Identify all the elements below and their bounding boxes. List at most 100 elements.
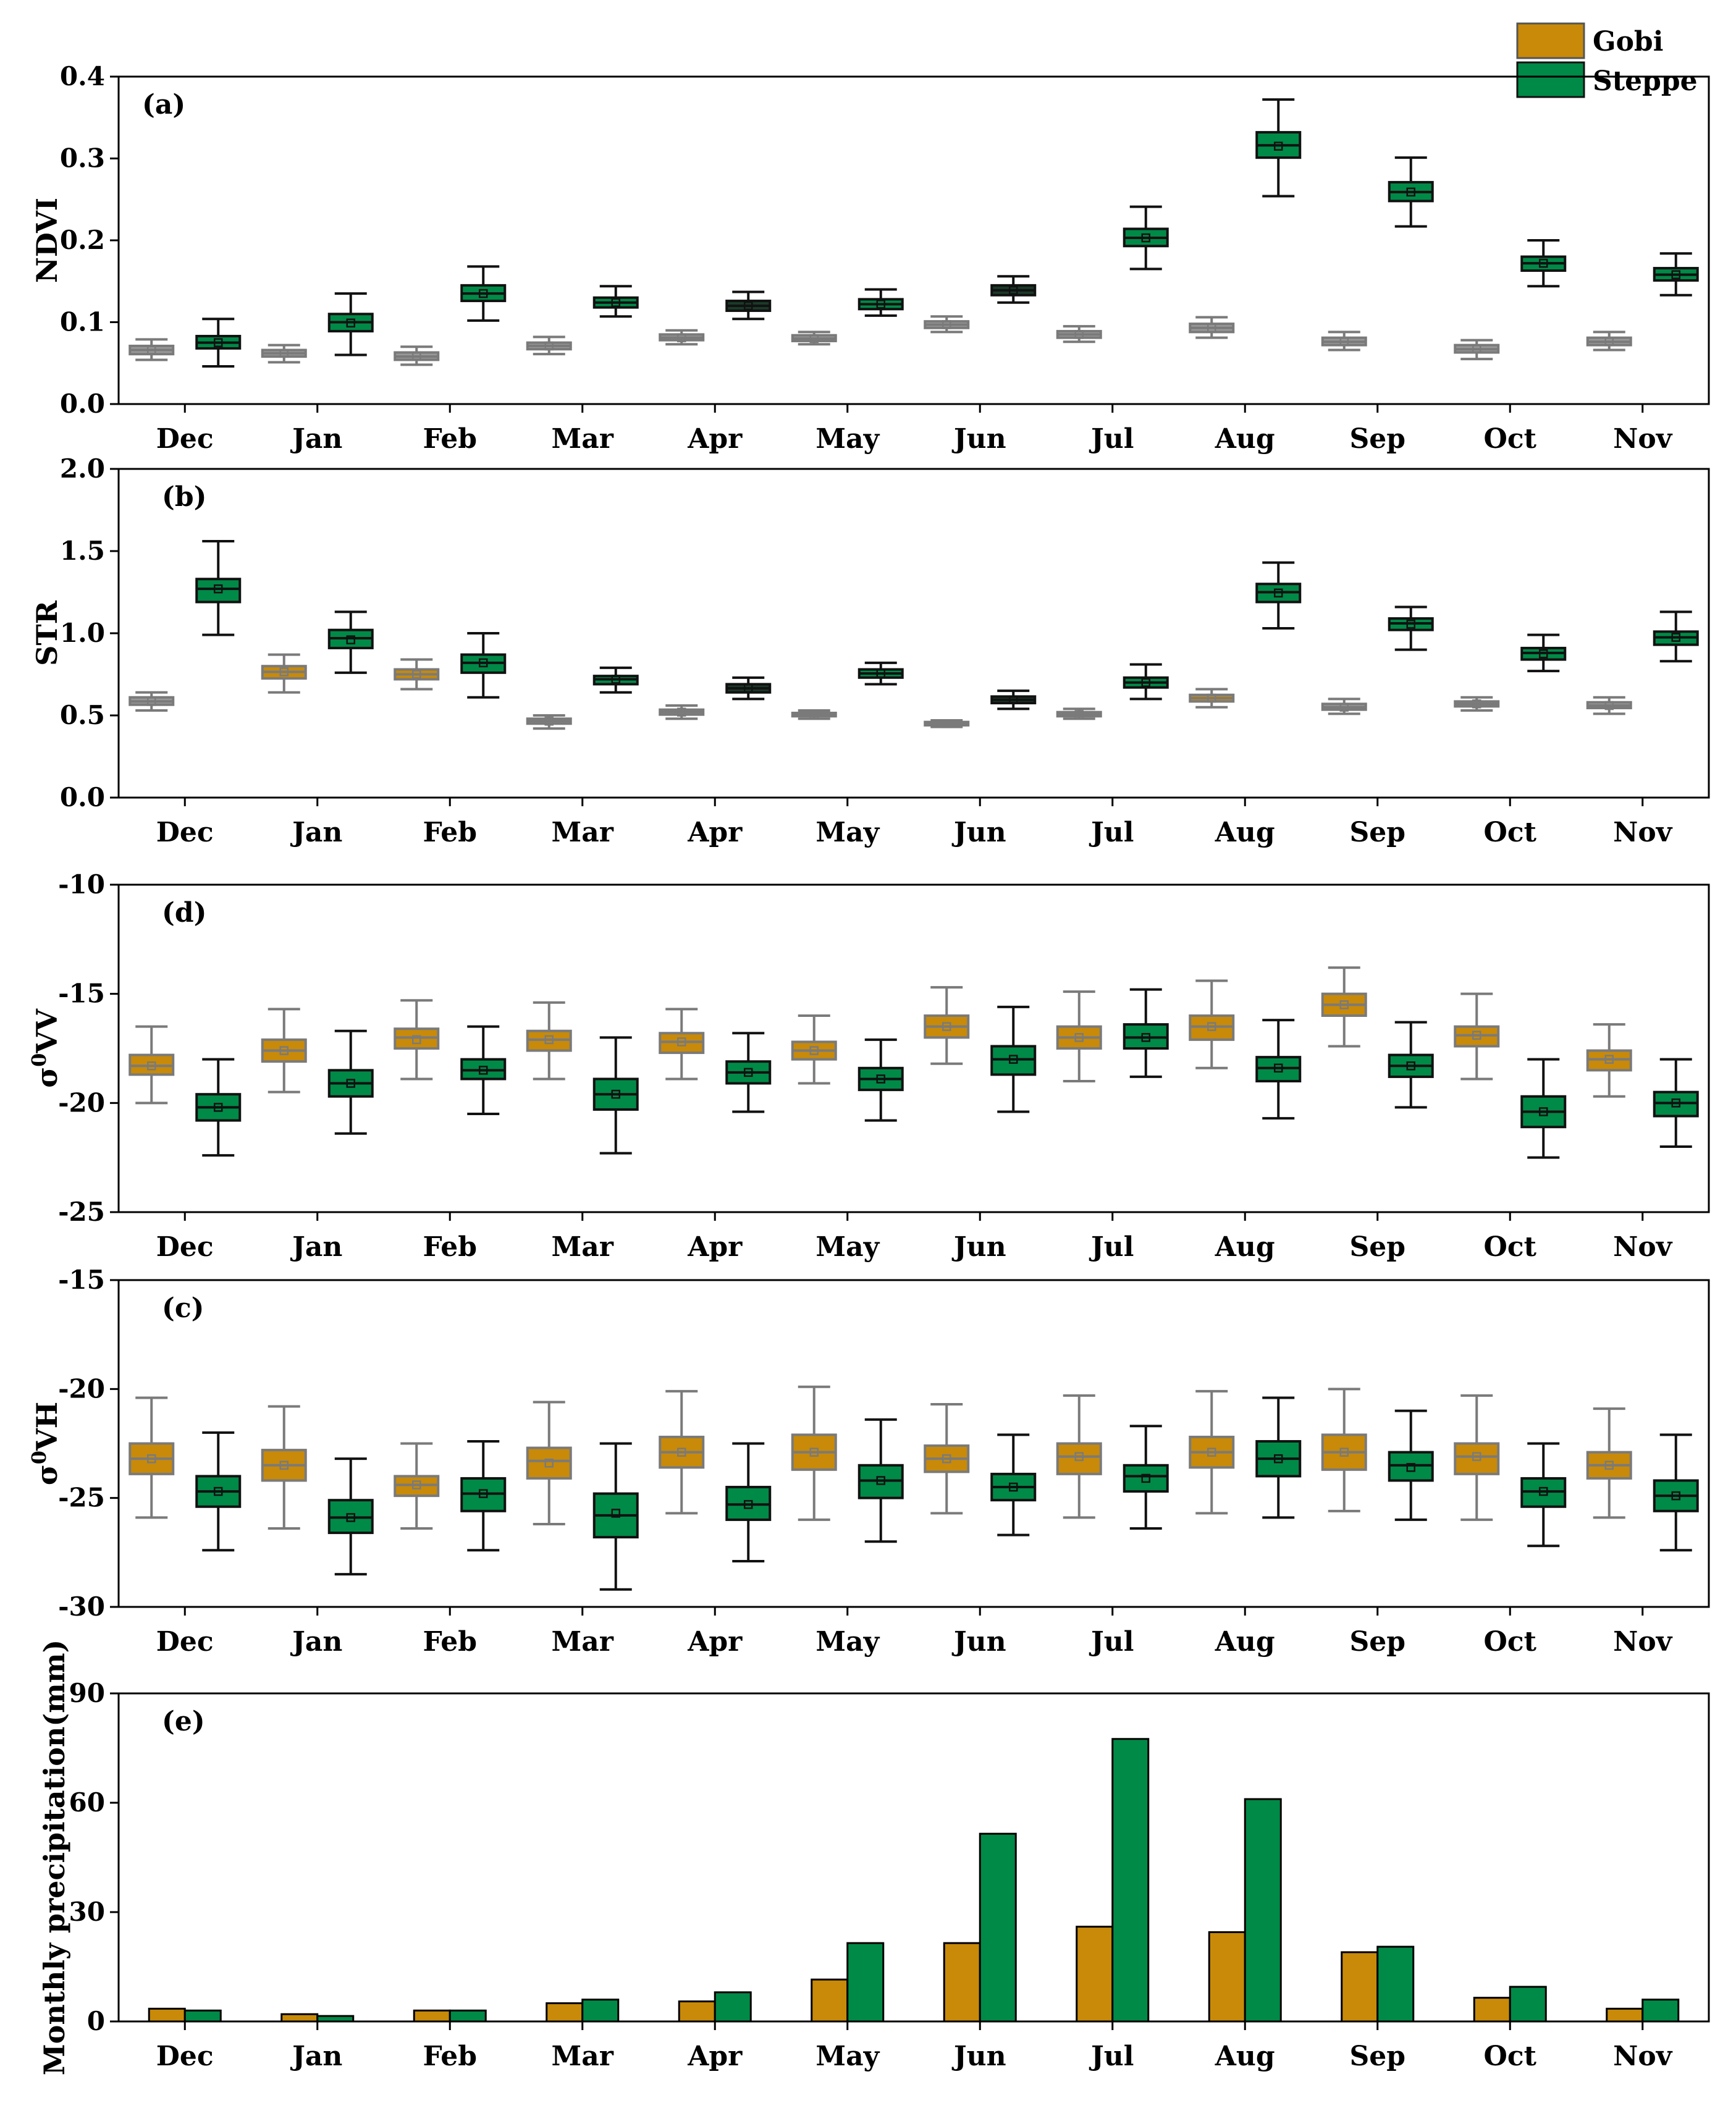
panel-label-vv: (d): [162, 897, 206, 929]
box-mean-marker: [1207, 1448, 1216, 1457]
box-mean-marker: [479, 1066, 488, 1075]
x-tick-label-str: Oct: [1484, 817, 1537, 848]
steppe-bar: [846, 1942, 885, 2023]
steppe-box-str: [592, 666, 639, 694]
x-tick-label-vh: Nov: [1613, 1626, 1673, 1658]
steppe-box-vh: [1123, 1425, 1169, 1530]
box-mean-marker: [1406, 1061, 1415, 1071]
steppe-box-ndvi: [327, 292, 374, 356]
box-mean-marker: [611, 298, 620, 307]
gobi-box-vv: [526, 1001, 572, 1081]
gobi-box-vv: [1189, 979, 1235, 1069]
steppe-box-ndvi: [725, 290, 772, 321]
box-mean-marker: [346, 635, 355, 644]
legend-swatch-gobi: [1516, 22, 1585, 59]
x-tick-label-precip: Jan: [290, 2041, 342, 2072]
box-mean-marker: [1274, 1454, 1283, 1464]
steppe-bar: [1111, 1738, 1150, 2023]
x-tick-label-str: Feb: [423, 817, 477, 848]
x-tick-label-vv: Feb: [423, 1231, 477, 1263]
box-mean-marker: [544, 717, 554, 726]
gobi-bar: [678, 2000, 716, 2023]
box-mean-marker: [214, 338, 223, 347]
legend-label-gobi: Gobi: [1593, 26, 1663, 57]
box-mean-marker: [1406, 620, 1415, 629]
gobi-box-ndvi: [394, 345, 440, 366]
box-mean-marker: [1472, 699, 1481, 709]
gobi-box-vv: [394, 999, 440, 1081]
gobi-box-vh: [526, 1401, 572, 1525]
x-tick-label-vv: Oct: [1484, 1231, 1537, 1263]
x-tick-label-str: Aug: [1215, 817, 1275, 848]
box-body: [1056, 1442, 1102, 1475]
y-axis-label-ndvi: NDVI: [30, 198, 64, 283]
steppe-box-vh: [1388, 1409, 1434, 1521]
x-tick-label-ndvi: Oct: [1484, 423, 1537, 455]
steppe-box-ndvi: [1520, 239, 1567, 288]
steppe-box-vh: [1520, 1442, 1567, 1548]
y-tick-label-ndvi: 0.4: [60, 61, 105, 91]
gobi-box-vh: [1321, 1388, 1367, 1512]
y-tick-label-precip: 30: [69, 1897, 105, 1927]
box-mean-marker: [1539, 649, 1548, 659]
steppe-box-vv: [1388, 1021, 1434, 1109]
box-mean-marker: [809, 334, 819, 343]
box-mean-marker: [412, 1480, 421, 1490]
y-tick-label-str: 0.5: [60, 700, 105, 730]
box-mean-marker: [1472, 1030, 1481, 1040]
gobi-box-ndvi: [1189, 316, 1235, 339]
y-axis-label-precip: Monthly precipitation(mm): [38, 1640, 71, 2076]
steppe-box-vh: [857, 1418, 904, 1543]
gobi-box-str: [659, 704, 705, 720]
y-tick-label-vv: -10: [58, 869, 105, 900]
x-tick-label-str: Mar: [552, 817, 614, 848]
box-mean-marker: [1274, 141, 1283, 151]
y-tick-label-vh: -25: [58, 1483, 105, 1513]
box-mean-marker: [1472, 1452, 1481, 1461]
x-tick-label-vv: Jan: [290, 1231, 342, 1263]
legend-label-steppe: Steppe: [1593, 65, 1698, 97]
box-mean-marker: [1274, 588, 1283, 598]
gobi-bar: [1076, 1926, 1114, 2023]
x-tick-label-ndvi: Sep: [1349, 423, 1405, 455]
steppe-box-vh: [990, 1433, 1037, 1536]
steppe-bar: [1509, 1986, 1547, 2023]
box-mean-marker: [1604, 1055, 1614, 1064]
panel-label-precip: (e): [162, 1706, 205, 1737]
gobi-box-ndvi: [1321, 331, 1367, 352]
x-tick-label-vh: Sep: [1349, 1626, 1405, 1658]
x-tick-label-vv: May: [815, 1231, 880, 1263]
gobi-bar: [1341, 1951, 1379, 2023]
box-mean-marker: [1671, 633, 1680, 642]
box-mean-marker: [1207, 1022, 1216, 1031]
steppe-box-str: [990, 689, 1037, 710]
gobi-box-str: [129, 691, 175, 712]
panel-vh: -30 -25 -20 -15 Dec Jan Feb Mar Apr May Jun Jul Aug S…: [27, 1265, 1710, 1658]
x-tick-label-precip: Dec: [156, 2041, 214, 2072]
x-tick-label-str: Jan: [290, 817, 342, 848]
box-mean-marker: [1339, 337, 1349, 347]
box-mean-marker: [809, 1448, 819, 1457]
plot-frame-precip: [117, 1692, 1710, 2023]
x-tick-label-vh: Aug: [1215, 1626, 1275, 1658]
gobi-box-vv: [659, 1008, 705, 1081]
x-tick-label-ndvi: Mar: [552, 423, 614, 455]
gobi-bar: [148, 2007, 186, 2023]
gobi-bar: [1208, 1931, 1246, 2023]
x-tick-label-precip: Apr: [687, 2041, 743, 2072]
x-tick-label-vv: Aug: [1215, 1231, 1275, 1263]
steppe-box-vv: [1255, 1019, 1302, 1120]
steppe-box-vv: [460, 1025, 507, 1115]
gobi-box-str: [261, 653, 307, 694]
steppe-box-vv: [327, 1029, 374, 1135]
box-mean-marker: [876, 1074, 885, 1084]
gobi-box-ndvi: [1056, 325, 1102, 343]
box-mean-marker: [1539, 258, 1548, 268]
legend: Gobi Steppe: [1516, 22, 1698, 98]
steppe-box-str: [1255, 561, 1302, 630]
box-mean-marker: [1604, 337, 1614, 347]
x-tick-label-vh: Jun: [951, 1626, 1006, 1658]
y-tick-label-str: 1.0: [60, 618, 105, 648]
box-mean-marker: [1074, 1452, 1084, 1461]
box-mean-marker: [1339, 702, 1349, 712]
